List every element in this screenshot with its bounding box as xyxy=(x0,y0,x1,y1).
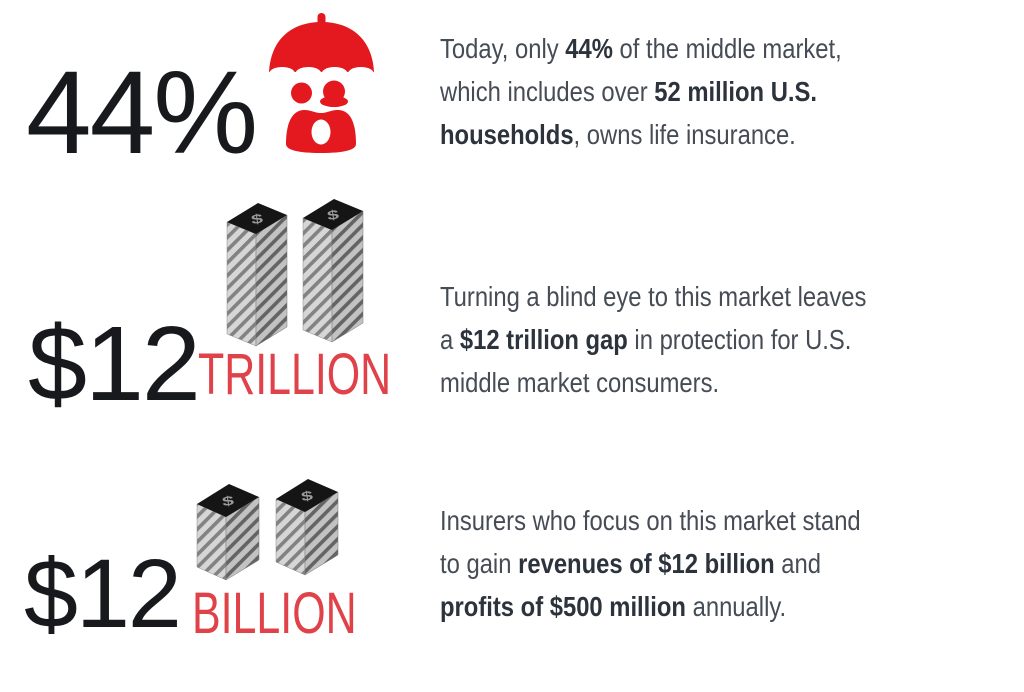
paragraph-line: Turning a blind eye to this market leave… xyxy=(440,281,867,312)
money-stack-tall-icon: $ xyxy=(302,199,364,343)
family-under-umbrella-icon xyxy=(268,13,375,153)
paragraph-row-1: Today, only 44% of the middle market, whi… xyxy=(440,27,842,156)
paragraph-line: a $12 trillion gap in protection for U.S… xyxy=(440,324,852,355)
money-stack-cube-icon: $ xyxy=(275,479,339,576)
svg-text:$: $ xyxy=(221,493,235,510)
svg-text:$: $ xyxy=(300,488,314,505)
svg-text:$: $ xyxy=(250,211,264,228)
paragraph-line: Insurers who focus on this market stand xyxy=(440,505,861,536)
paragraph-line: profits of $500 million annually. xyxy=(440,591,787,622)
paragraph-line: to gain revenues of $12 billion and xyxy=(440,548,821,579)
paragraph-line: middle market consumers. xyxy=(440,367,720,398)
trillion-label: TRILLION xyxy=(198,342,392,407)
paragraph-line: which includes over 52 million U.S. xyxy=(440,76,817,107)
money-stack-tall-icon: $ xyxy=(226,203,288,347)
stat-44-percent: 44% xyxy=(26,47,258,179)
paragraph-row-2: Turning a blind eye to this market leave… xyxy=(440,275,866,404)
stat-12-trillion-value: $12 xyxy=(28,305,201,423)
billion-label: BILLION xyxy=(192,581,357,646)
stat-12-billion-value: $12 xyxy=(24,539,182,648)
money-stack-cube-icon: $ xyxy=(196,484,260,581)
svg-text:$: $ xyxy=(326,207,340,224)
paragraph-line: Today, only 44% of the middle market, xyxy=(440,33,842,64)
paragraph-row-3: Insurers who focus on this market stand t… xyxy=(440,499,861,628)
paragraph-line: households, owns life insurance. xyxy=(440,119,796,150)
